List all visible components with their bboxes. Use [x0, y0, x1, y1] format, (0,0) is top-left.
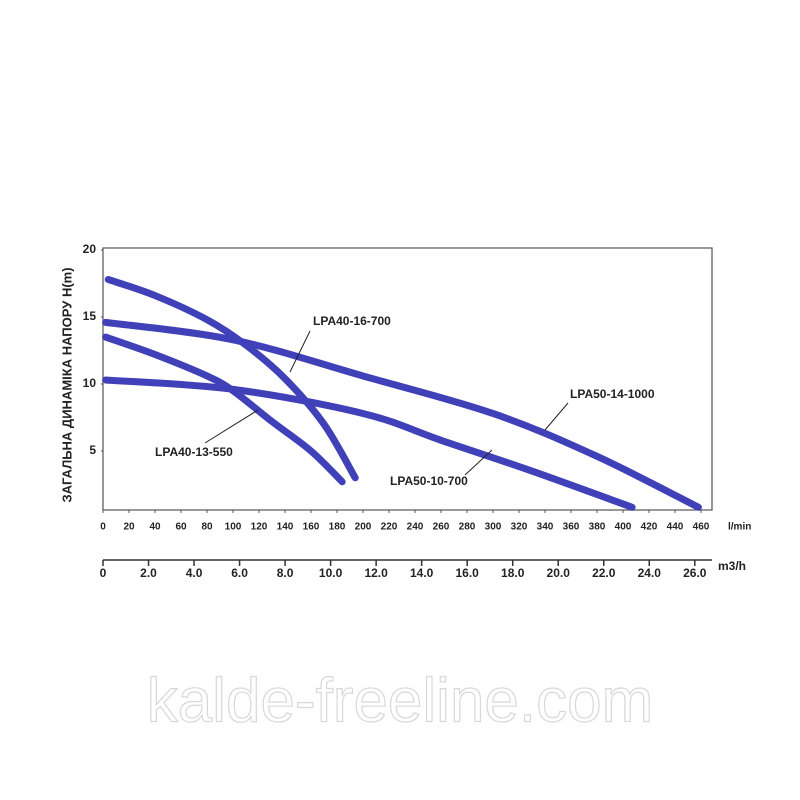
- x2-tick-label: 8.0: [277, 566, 294, 580]
- x2-tick-label: 24.0: [638, 566, 662, 580]
- x2-tick-label: 20.0: [547, 566, 571, 580]
- x-tick-label: 400: [615, 522, 632, 533]
- x-tick-label: 40: [149, 522, 161, 533]
- y-tick-label: 5: [89, 443, 96, 457]
- x-tick-label: 140: [277, 522, 294, 533]
- x-tick-label: 340: [537, 522, 554, 533]
- x-tick-label: 260: [433, 522, 450, 533]
- x-tick-label: 380: [589, 522, 606, 533]
- x2-tick-label: 22.0: [592, 566, 616, 580]
- x2-tick-label: 18.0: [501, 566, 525, 580]
- y-tick-label: 10: [83, 376, 97, 390]
- leader-line: [289, 330, 311, 373]
- x-tick-label: 20: [123, 522, 135, 533]
- x-tick-label: 360: [563, 522, 580, 533]
- watermark: kalde-freeline.com: [147, 666, 654, 735]
- x-tick-label: 200: [355, 522, 372, 533]
- x-tick-label: 240: [407, 522, 424, 533]
- leader-line: [464, 449, 493, 476]
- x2-tick-label: 12.0: [364, 566, 388, 580]
- x2-tick-label: 10.0: [319, 566, 343, 580]
- curve-label: LPA50-14-1000: [570, 387, 655, 401]
- x-tick-label: 0: [100, 522, 106, 533]
- x-tick-label: 180: [329, 522, 346, 533]
- y-tick-label: 20: [83, 242, 97, 256]
- x2-tick-label: 0: [100, 566, 107, 580]
- leader-line: [544, 402, 569, 431]
- x-tick-label: 320: [511, 522, 528, 533]
- x2-tick-label: 16.0: [455, 566, 479, 580]
- x-tick-label: 100: [225, 522, 242, 533]
- pump-curve: [102, 318, 702, 511]
- x-tick-label: 120: [251, 522, 268, 533]
- leader-line: [204, 409, 259, 444]
- curve-label: LPA40-13-550: [155, 445, 233, 459]
- x-tick-label: 220: [381, 522, 398, 533]
- x2-axis-label: m3/h: [718, 559, 746, 573]
- curve-label: LPA50-10-700: [390, 474, 468, 488]
- x-tick-label: 80: [201, 522, 213, 533]
- x-tick-label: 60: [175, 522, 187, 533]
- pump-curve: [102, 376, 636, 511]
- y-tick-label: 15: [83, 309, 97, 323]
- x-tick-label: 440: [667, 522, 684, 533]
- x2-tick-label: 26.0: [683, 566, 707, 580]
- x2-tick-label: 14.0: [410, 566, 434, 580]
- y-axis-label: ЗАГАЛЬНА ДИНАМІКА НАПОРУ H(m): [59, 267, 74, 502]
- curve-label: LPA40-16-700: [313, 314, 391, 328]
- x-axis-label: l/min: [728, 522, 751, 533]
- x-tick-label: 420: [641, 522, 658, 533]
- x2-tick-label: 4.0: [186, 566, 203, 580]
- x-tick-label: 280: [459, 522, 476, 533]
- x-tick-label: 160: [303, 522, 320, 533]
- x2-tick-label: 2.0: [140, 566, 157, 580]
- x-tick-label: 300: [485, 522, 502, 533]
- x2-tick-label: 6.0: [231, 566, 248, 580]
- x-tick-label: 460: [693, 522, 710, 533]
